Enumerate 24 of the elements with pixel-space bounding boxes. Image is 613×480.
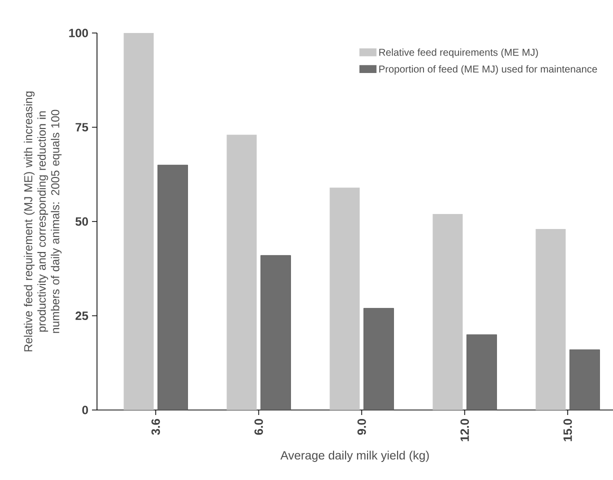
bar <box>226 134 257 410</box>
bar <box>158 164 188 410</box>
bar <box>432 214 463 410</box>
bar <box>330 188 360 410</box>
x-tick-label: 3.6 <box>151 418 160 435</box>
legend-label: Relative feed requirements (ME MJ) <box>379 48 538 58</box>
y-axis-title: Relative feed requirement (MJ ME) with increasing productivity and corresponding reduction in numbers of daily animals: 2005 equals 100 <box>24 92 62 352</box>
y-tick-label: 75 <box>76 123 88 132</box>
x-tick-label: 12.0 <box>460 419 469 442</box>
bar <box>466 334 497 410</box>
bar <box>536 229 566 410</box>
bar <box>124 33 154 410</box>
bar <box>364 308 394 410</box>
y-tick-label: 50 <box>75 217 88 226</box>
bar <box>569 349 600 410</box>
bar <box>260 255 291 410</box>
x-tick-label: 6.0 <box>254 419 263 435</box>
y-tick-label: 25 <box>76 312 88 320</box>
y-tick-label: 0 <box>82 406 88 414</box>
x-axis-title: Average daily milk yield (kg) <box>280 450 429 462</box>
x-tick-label: 15.0 <box>563 419 572 442</box>
y-tick-label: 100 <box>69 28 88 38</box>
x-tick-label: 9.0 <box>357 419 366 435</box>
legend-label: Proportion of feed (ME MJ) used for maintenance <box>379 65 597 75</box>
